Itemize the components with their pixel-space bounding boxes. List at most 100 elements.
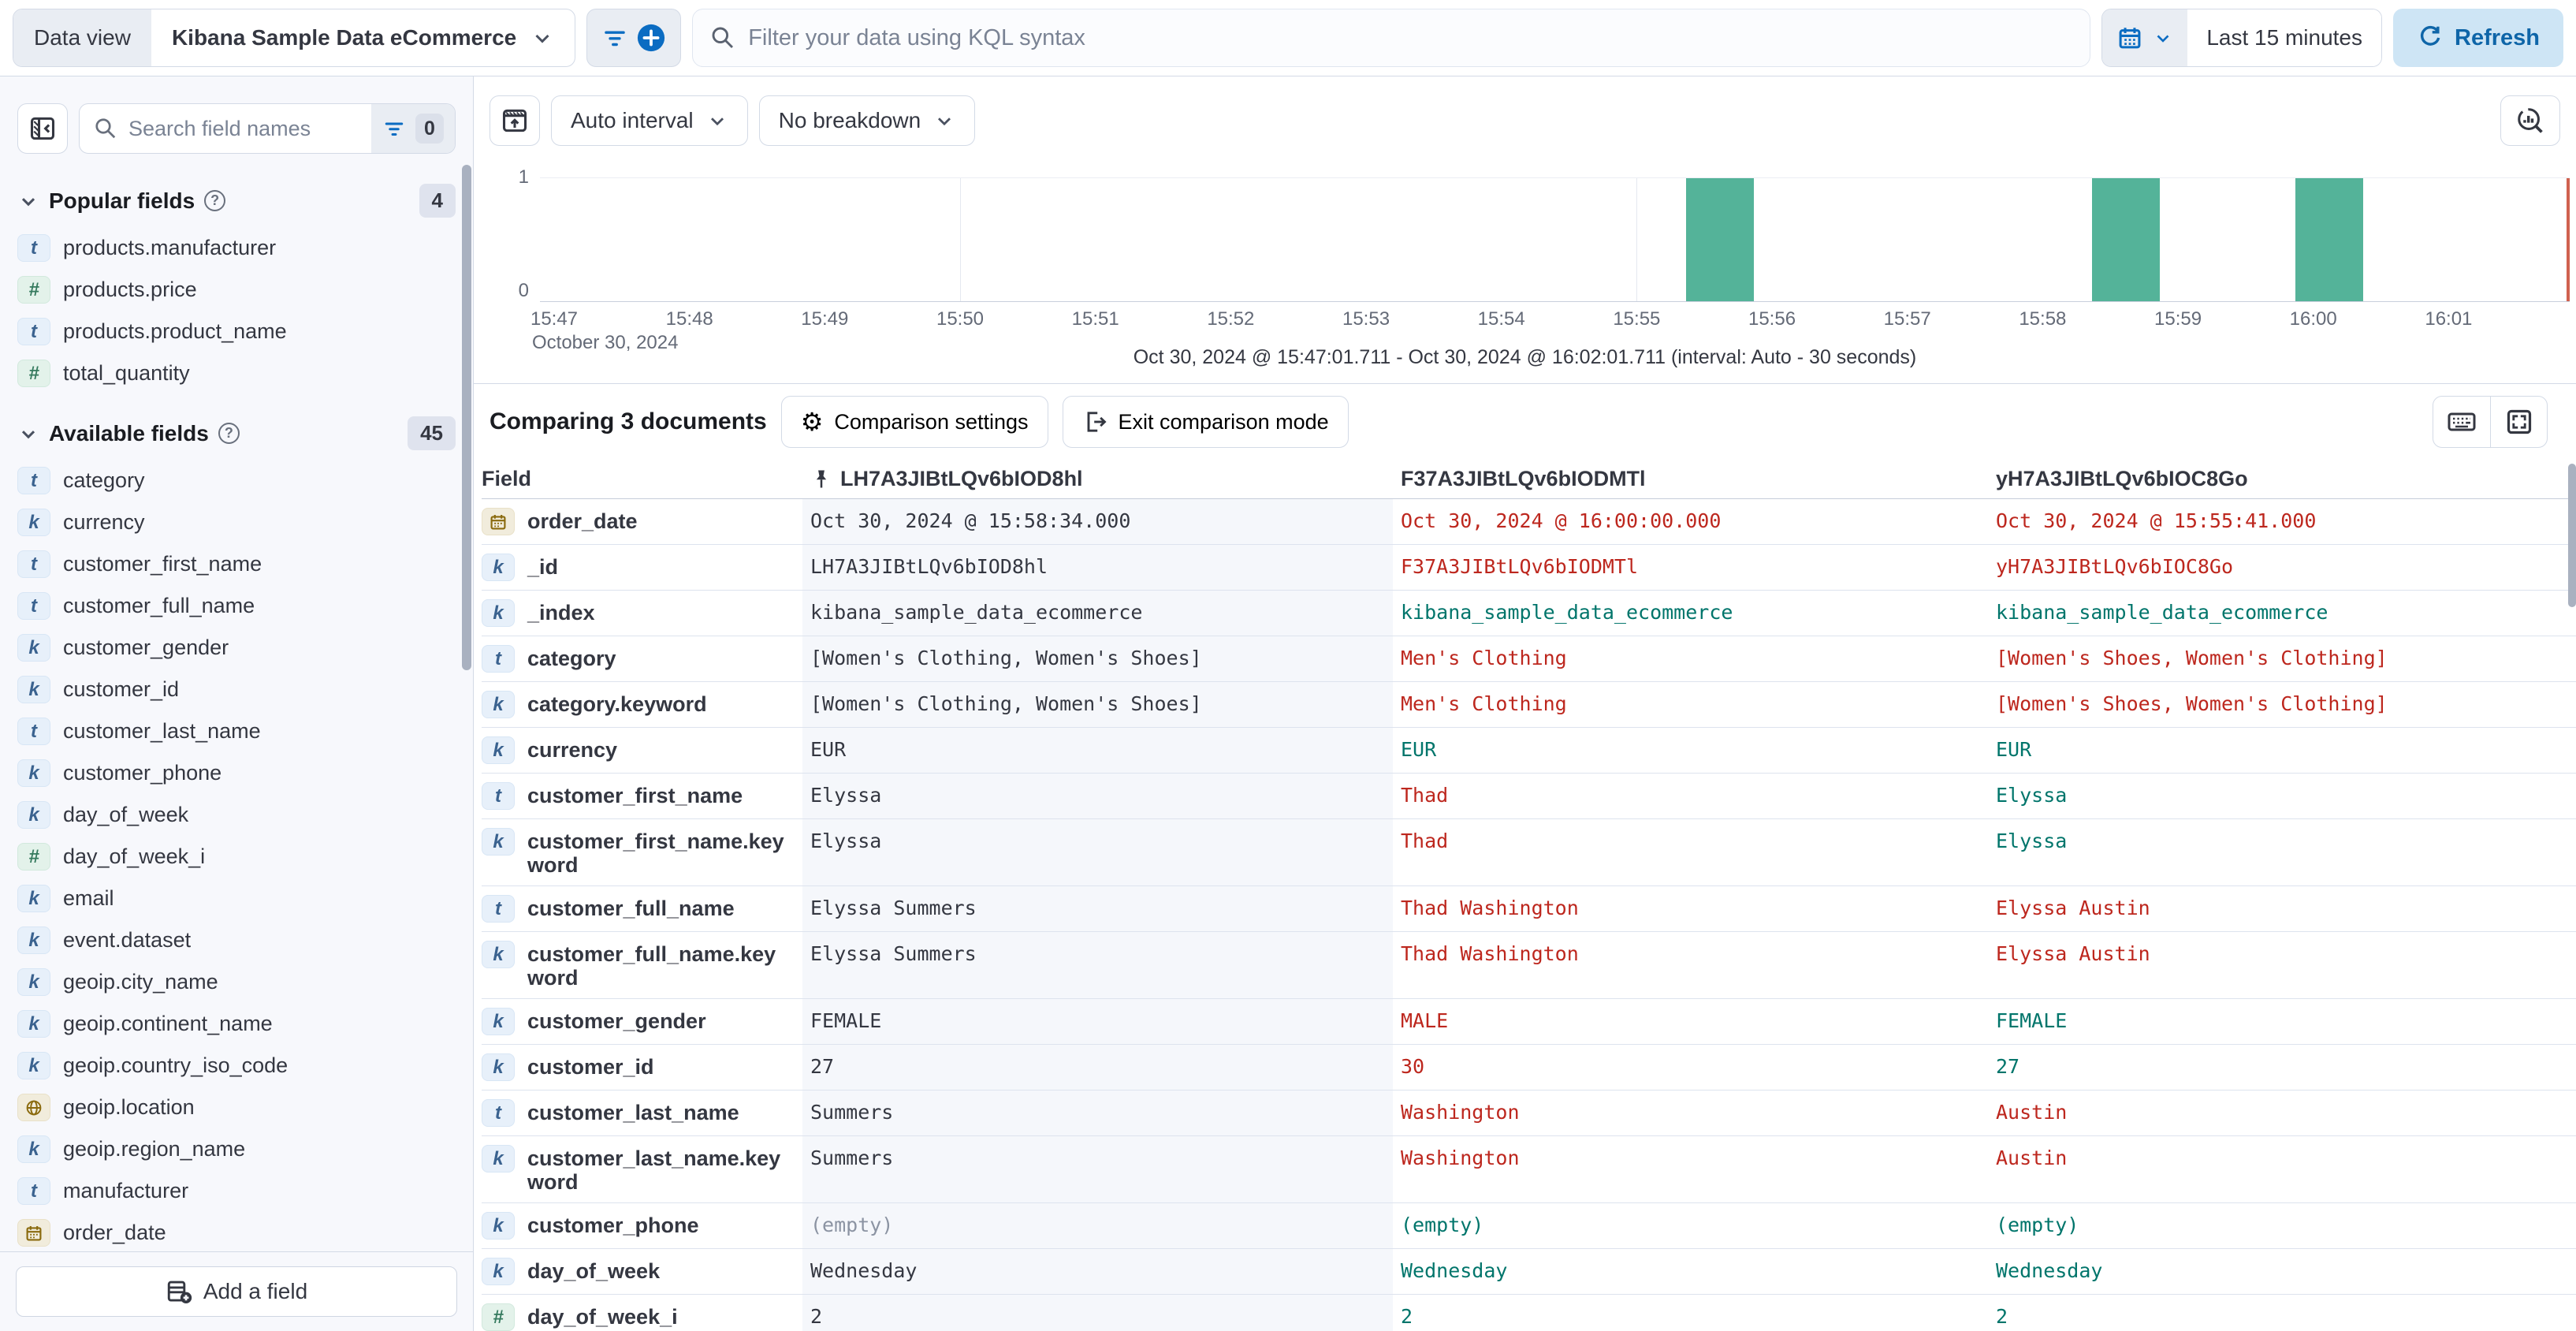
add-filter-button[interactable] xyxy=(636,23,666,53)
exit-comparison-label: Exit comparison mode xyxy=(1118,409,1329,434)
sidebar-field-item[interactable]: k geoip.city_name xyxy=(0,961,473,1003)
table-scrollbar[interactable] xyxy=(2568,464,2576,607)
sidebar-field-item[interactable]: k geoip.country_iso_code xyxy=(0,1045,473,1087)
histogram-bar[interactable] xyxy=(2092,178,2161,301)
x-axis-tick: 15:58 xyxy=(2019,308,2067,330)
x-axis: 15:47 15:48 15:49 15:50 15:51 15:52 15:53 15:54… xyxy=(530,308,2570,356)
text-field-icon: t xyxy=(17,234,50,262)
keyword-field-icon: k xyxy=(17,759,50,787)
x-axis-tick: 15:48 xyxy=(665,308,713,330)
field-name: customer_first_name.keyword xyxy=(527,830,784,877)
comparison-toolbar: Comparing 3 documents ⚙ Comparison setti… xyxy=(474,384,2576,460)
field-name: _id xyxy=(527,555,559,579)
histogram-plot[interactable] xyxy=(540,177,2570,302)
table-row: k customer_gender FEMALE MALE FEMALE xyxy=(482,999,2576,1045)
field-name: customer_first_name xyxy=(63,552,262,576)
sidebar-field-item[interactable]: k geoip.region_name xyxy=(0,1128,473,1170)
chevron-down-icon xyxy=(530,26,554,50)
sidebar-field-item[interactable]: k customer_gender xyxy=(0,627,473,669)
comparison-settings-button[interactable]: ⚙ Comparison settings xyxy=(780,396,1048,448)
value-cell: Thad xyxy=(1401,830,1449,852)
sidebar-field-item[interactable]: k customer_phone xyxy=(0,752,473,794)
sidebar-field-item[interactable]: t customer_last_name xyxy=(0,710,473,752)
histogram-bar[interactable] xyxy=(2295,178,2363,301)
x-axis-tick: 16:00 xyxy=(2289,308,2337,330)
keyword-field-icon: k xyxy=(482,941,515,968)
data-view-picker[interactable]: Data view Kibana Sample Data eCommerce xyxy=(13,9,576,67)
hide-chart-button[interactable] xyxy=(490,95,540,146)
kql-search-input[interactable]: Filter your data using KQL syntax xyxy=(692,9,2091,67)
time-range-picker[interactable]: Last 15 minutes xyxy=(2101,9,2382,67)
table-row: k customer_first_name.keyword Elyssa Thad El… xyxy=(482,819,2576,886)
pin-icon[interactable] xyxy=(810,468,832,490)
table-row: t customer_full_name Elyssa Summers Thad Wa… xyxy=(482,886,2576,932)
exit-comparison-button[interactable]: Exit comparison mode xyxy=(1062,396,1349,448)
filter-icon[interactable] xyxy=(601,24,628,51)
keyboard-shortcuts-button[interactable] xyxy=(2433,397,2490,447)
sidebar-field-item[interactable]: k event.dataset xyxy=(0,919,473,961)
sidebar-field-item[interactable]: t category xyxy=(0,460,473,501)
text-field-icon: t xyxy=(17,592,50,620)
field-filter-count: 0 xyxy=(415,114,444,144)
sidebar-field-item[interactable]: t customer_full_name xyxy=(0,585,473,627)
sidebar-field-item[interactable]: k geoip.continent_name xyxy=(0,1003,473,1045)
histogram-bar[interactable] xyxy=(1686,178,1755,301)
field-name: geoip.region_name xyxy=(63,1137,246,1161)
fullscreen-button[interactable] xyxy=(2490,397,2547,447)
number-field-icon: # xyxy=(17,360,50,387)
popular-fields-header[interactable]: Popular fields ? 4 xyxy=(0,162,473,227)
field-cell: k _index xyxy=(482,591,802,636)
available-fields-title: Available fields xyxy=(49,420,209,446)
keyword-field-icon: k xyxy=(482,599,515,627)
explore-in-lens-button[interactable] xyxy=(2500,95,2560,146)
refresh-button[interactable]: Refresh xyxy=(2393,9,2563,67)
sidebar-field-item[interactable]: k currency xyxy=(0,501,473,543)
add-field-button[interactable]: Add a field xyxy=(16,1266,457,1317)
number-field-icon: # xyxy=(482,1303,515,1331)
breakdown-select[interactable]: No breakdown xyxy=(758,95,976,146)
popular-fields-count: 4 xyxy=(419,184,456,218)
available-fields-header[interactable]: Available fields ? 45 xyxy=(0,394,473,460)
collapse-sidebar-button[interactable] xyxy=(17,103,68,154)
x-axis-tick: 15:51 xyxy=(1071,308,1119,330)
field-cell: k customer_full_name.keyword xyxy=(482,932,802,998)
field-filter-button[interactable]: 0 xyxy=(371,104,455,153)
interval-select[interactable]: Auto interval xyxy=(551,95,748,146)
sidebar-field-item[interactable]: # day_of_week_i xyxy=(0,836,473,878)
sidebar-field-item[interactable]: k customer_id xyxy=(0,669,473,710)
sidebar-field-item[interactable]: k day_of_week xyxy=(0,794,473,836)
sidebar-field-item[interactable]: t products.manufacturer xyxy=(0,227,473,269)
sidebar-field-item[interactable]: t products.product_name xyxy=(0,311,473,352)
keyword-field-icon: k xyxy=(482,1008,515,1035)
x-axis-tick: 15:49 xyxy=(801,308,849,330)
sidebar-field-item[interactable]: # total_quantity xyxy=(0,352,473,394)
sidebar-field-item[interactable]: k email xyxy=(0,878,473,919)
field-name: customer_first_name xyxy=(527,784,743,807)
available-fields-count: 45 xyxy=(408,416,456,450)
chevron-down-icon xyxy=(2153,28,2173,48)
top-navigation-bar: Data view Kibana Sample Data eCommerce F… xyxy=(0,0,2576,76)
value-cell: 30 xyxy=(1401,1055,1425,1078)
x-axis-tick: 15:52 xyxy=(1207,308,1255,330)
field-search-input[interactable]: Search field names 0 xyxy=(79,103,456,154)
chevron-down-icon xyxy=(706,110,728,132)
table-row: t category [Women's Clothing, Women's Shoe… xyxy=(482,636,2576,682)
sidebar-field-item[interactable]: # products.price xyxy=(0,269,473,311)
sidebar-field-item[interactable]: order_date xyxy=(0,1212,473,1251)
add-field-label: Add a field xyxy=(203,1279,308,1303)
sidebar-field-item[interactable]: t customer_first_name xyxy=(0,543,473,585)
popular-fields-list: t products.manufacturer # products.price t pr… xyxy=(0,227,473,394)
x-axis-tick: 15:55 xyxy=(1613,308,1661,330)
sidebar-field-item[interactable]: geoip.location xyxy=(0,1087,473,1128)
keyword-field-icon: k xyxy=(17,509,50,536)
value-cell: Men's Clothing xyxy=(1401,647,1567,669)
field-cell: t category xyxy=(482,636,802,681)
sidebar-field-item[interactable]: t manufacturer xyxy=(0,1170,473,1212)
sidebar-scrollbar[interactable] xyxy=(462,165,471,670)
value-cell: Wednesday xyxy=(1996,1259,2103,1282)
field-cell: k category.keyword xyxy=(482,682,802,727)
field-column-header: Field xyxy=(482,467,532,490)
table-row: k category.keyword [Women's Clothing, Wome… xyxy=(482,682,2576,728)
x-axis-tick: 15:59 xyxy=(2154,308,2202,330)
chevron-down-icon xyxy=(17,423,39,445)
